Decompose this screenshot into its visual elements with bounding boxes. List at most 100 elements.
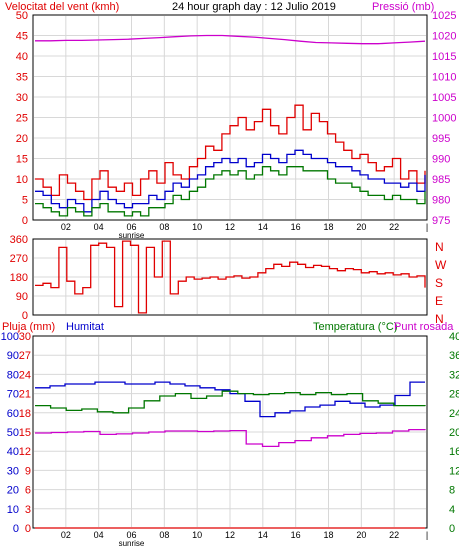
wind-y-tick: 35 (16, 72, 28, 84)
wind-y-tick: 20 (16, 133, 28, 145)
x-tick-label: 16 (291, 222, 301, 232)
rain-y-tick: 9 (25, 465, 31, 477)
x-tick-label: 02 (61, 222, 71, 232)
pressure-y-tick: 985 (432, 174, 450, 186)
compass-label: S (435, 276, 443, 290)
direction-y-tick: 90 (16, 291, 28, 303)
humidity-y-tick: 100 (1, 331, 19, 343)
temperature-y-tick: 8 (449, 485, 455, 497)
temperature-y-tick: 28 (449, 389, 459, 401)
humidity-y-tick: 60 (7, 408, 19, 420)
pressure-y-tick: 1015 (432, 51, 456, 63)
x-tick-label: 14 (258, 222, 268, 232)
direction-y-tick: 360 (10, 234, 28, 246)
wind-y-tick: 25 (16, 113, 28, 125)
sunrise-label: sunrise (119, 539, 145, 548)
compass-label: N (435, 312, 444, 326)
temperature-series (35, 390, 426, 414)
rain-y-tick: 6 (25, 485, 31, 497)
pressure-y-tick: 990 (432, 154, 450, 166)
humidity-y-tick: 90 (7, 350, 19, 362)
humidity-axis-title: Humitat (66, 321, 104, 333)
temperature-y-tick: 12 (449, 465, 459, 477)
humidity-y-tick: 50 (7, 427, 19, 439)
wind-y-tick: 30 (16, 92, 28, 104)
wind-series-wind_avg (35, 149, 426, 213)
x-tick-label: 22 (389, 222, 399, 232)
x-tick-end: | (426, 222, 428, 232)
pressure-y-tick: 995 (432, 133, 450, 145)
temperature-y-tick: 24 (449, 408, 459, 420)
rain-y-tick: 18 (19, 408, 31, 420)
temperature-y-tick: 20 (449, 427, 459, 439)
middle-panel-frame (32, 238, 428, 316)
x-tick-label: 18 (323, 222, 333, 232)
wind-y-tick: 50 (16, 10, 28, 22)
pressure-y-tick: 975 (432, 215, 450, 227)
pressure-series (35, 34, 426, 45)
temperature-y-tick: 32 (449, 369, 459, 381)
wind-axis-title: Velocitat del vent (kmh) (5, 1, 119, 13)
x-tick-label: 14 (258, 530, 268, 540)
x-tick-label: 22 (389, 530, 399, 540)
temperature-y-tick: 0 (449, 523, 455, 535)
x-tick-label: 18 (323, 530, 333, 540)
x-tick-label: 06 (126, 222, 136, 232)
compass-label: E (435, 294, 443, 308)
temperature-axis-title: Temperatura (°C) (313, 321, 397, 333)
rain-axis-title: Pluja (mm) (2, 321, 55, 333)
compass-label: W (435, 258, 447, 272)
x-tick-label: 20 (356, 222, 366, 232)
humidity-y-tick: 80 (7, 369, 19, 381)
temperature-y-tick: 36 (449, 350, 459, 362)
x-tick-label: 16 (291, 530, 301, 540)
rain-y-tick: 12 (19, 446, 31, 458)
temperature-y-tick: 4 (449, 504, 455, 516)
wind-y-tick: 45 (16, 31, 28, 43)
rain-y-tick: 3 (25, 504, 31, 516)
pressure-y-tick: 980 (432, 195, 450, 207)
direction-y-tick: 180 (10, 272, 28, 284)
rain-y-tick: 15 (19, 427, 31, 439)
humidity-y-tick: 40 (7, 446, 19, 458)
x-tick-label: 08 (159, 530, 169, 540)
direction-y-tick: 0 (22, 310, 28, 322)
rain-y-tick: 21 (19, 389, 31, 401)
pressure-y-tick: 1005 (432, 92, 456, 104)
humidity-y-tick: 10 (7, 504, 19, 516)
wind-y-tick: 10 (16, 174, 28, 186)
compass-label: N (435, 240, 444, 254)
pressure-y-tick: 1000 (432, 113, 456, 125)
x-tick-label: 20 (356, 530, 366, 540)
x-tick-label: 08 (159, 222, 169, 232)
direction-series (35, 240, 426, 314)
x-tick-label: 12 (225, 222, 235, 232)
wind-y-tick: 15 (16, 154, 28, 166)
humidity-y-tick: 0 (13, 523, 19, 535)
pressure-y-tick: 1020 (432, 31, 456, 43)
x-tick-label: 10 (192, 530, 202, 540)
top-panel-frame (32, 14, 428, 221)
humidity-y-tick: 30 (7, 465, 19, 477)
rain-y-tick: 30 (19, 331, 31, 343)
wind-series-wind_gust (35, 104, 426, 201)
pressure-axis-title: Pressió (mb) (372, 1, 434, 13)
x-tick-label: 12 (225, 530, 235, 540)
x-tick-label: 04 (94, 530, 104, 540)
x-tick-label: 10 (192, 222, 202, 232)
rain-y-tick: 27 (19, 350, 31, 362)
sunrise-label: sunrise (119, 231, 145, 240)
pressure-y-tick: 1010 (432, 72, 456, 84)
dewpoint-series (35, 428, 426, 448)
direction-y-tick: 270 (10, 253, 28, 265)
x-tick-label: 04 (94, 222, 104, 232)
wind-y-tick: 5 (22, 195, 28, 207)
wind-series-wind_min (35, 166, 426, 217)
dewpoint-axis-title: Punt rosada (394, 321, 454, 333)
pressure-y-tick: 1025 (432, 10, 456, 22)
temperature-y-tick: 40 (449, 331, 459, 343)
rain-y-tick: 24 (19, 369, 31, 381)
humidity-y-tick: 20 (7, 485, 19, 497)
x-tick-label: 02 (61, 530, 71, 540)
x-tick-end: | (426, 530, 428, 540)
